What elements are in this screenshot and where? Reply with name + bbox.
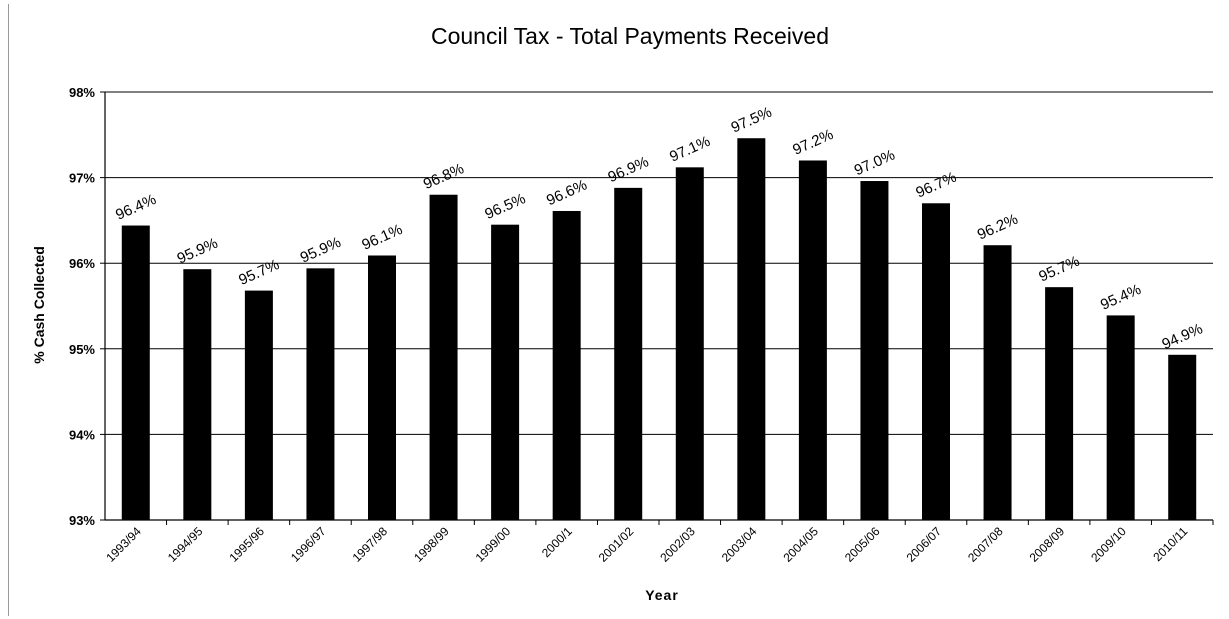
data-label: 96.6% xyxy=(544,176,590,209)
data-label: 95.9% xyxy=(175,235,221,268)
data-label: 96.5% xyxy=(482,190,528,223)
bar xyxy=(1168,354,1197,520)
bar xyxy=(552,210,581,520)
bar xyxy=(368,255,396,520)
x-tick-label: 2002/03 xyxy=(657,524,698,565)
x-tick-label: 2001/02 xyxy=(596,524,637,565)
data-label: 96.1% xyxy=(359,221,405,254)
y-axis-title: % Cash Collected xyxy=(31,246,47,363)
data-label: 95.7% xyxy=(1036,253,1082,286)
data-label: 97.2% xyxy=(790,126,836,159)
data-label: 97.1% xyxy=(667,133,713,166)
x-tick-label: 1993/94 xyxy=(103,524,144,565)
data-label: 94.9% xyxy=(1160,320,1206,353)
bar xyxy=(1045,287,1074,520)
data-label: 97.0% xyxy=(852,146,898,179)
x-tick-label: 2003/04 xyxy=(719,524,760,565)
y-tick-label: 97% xyxy=(69,171,95,186)
data-label-layer: 96.4% 95.9% 95.7% 95.9% 96.1% 96.8% 96.5% 96.6%… xyxy=(113,104,1205,353)
x-tick-label: 1994/95 xyxy=(165,524,206,565)
data-label: 96.2% xyxy=(975,211,1021,244)
y-tick-label: 93% xyxy=(69,513,95,528)
bar xyxy=(737,138,766,520)
bar xyxy=(121,225,150,520)
bar xyxy=(860,181,889,521)
x-tick-label: 1998/99 xyxy=(411,524,452,565)
bar xyxy=(306,268,335,520)
bar xyxy=(675,167,704,520)
y-tick-label: 95% xyxy=(69,342,95,357)
bar xyxy=(983,245,1012,520)
bar xyxy=(1106,315,1135,520)
data-label: 97.5% xyxy=(729,104,775,137)
chart-frame xyxy=(8,4,1223,616)
y-tick-label: 94% xyxy=(69,427,95,442)
y-tick-label: 96% xyxy=(69,256,95,271)
x-tick-label: 1997/98 xyxy=(350,524,391,565)
bar xyxy=(429,194,458,520)
data-label: 96.4% xyxy=(113,191,159,224)
x-tick-label: 1996/97 xyxy=(288,524,329,565)
bar xyxy=(614,187,643,520)
x-axis-title: Year xyxy=(645,587,679,603)
x-tick-label: 1999/00 xyxy=(473,524,514,565)
data-label: 96.9% xyxy=(606,153,652,186)
x-tick-label: 2004/05 xyxy=(780,524,821,565)
data-label: 96.8% xyxy=(421,160,467,193)
x-tick-label: 2005/06 xyxy=(842,524,883,565)
x-tick-label: 2000/1 xyxy=(539,524,575,560)
data-label: 96.7% xyxy=(913,169,959,202)
grid-layer xyxy=(105,91,1213,435)
bar xyxy=(491,224,520,520)
x-tick-label: 2009/10 xyxy=(1088,524,1129,565)
bar xyxy=(183,269,212,520)
x-tick-label: 2006/07 xyxy=(904,524,945,565)
y-tick-label: 98% xyxy=(69,85,95,100)
data-label: 95.4% xyxy=(1098,281,1144,314)
data-label: 95.9% xyxy=(298,234,344,267)
x-tick-label: 2007/08 xyxy=(965,524,1006,565)
x-tick-label: 2008/09 xyxy=(1027,524,1068,565)
bar xyxy=(798,160,827,521)
x-tick-label: 1995/96 xyxy=(226,524,267,565)
bar xyxy=(922,203,950,520)
bar-layer xyxy=(121,138,1197,521)
x-tick-label: 2010/11 xyxy=(1150,524,1190,564)
data-label: 95.7% xyxy=(236,256,282,289)
chart-title: Council Tax - Total Payments Received xyxy=(431,23,829,49)
bar xyxy=(244,290,273,520)
